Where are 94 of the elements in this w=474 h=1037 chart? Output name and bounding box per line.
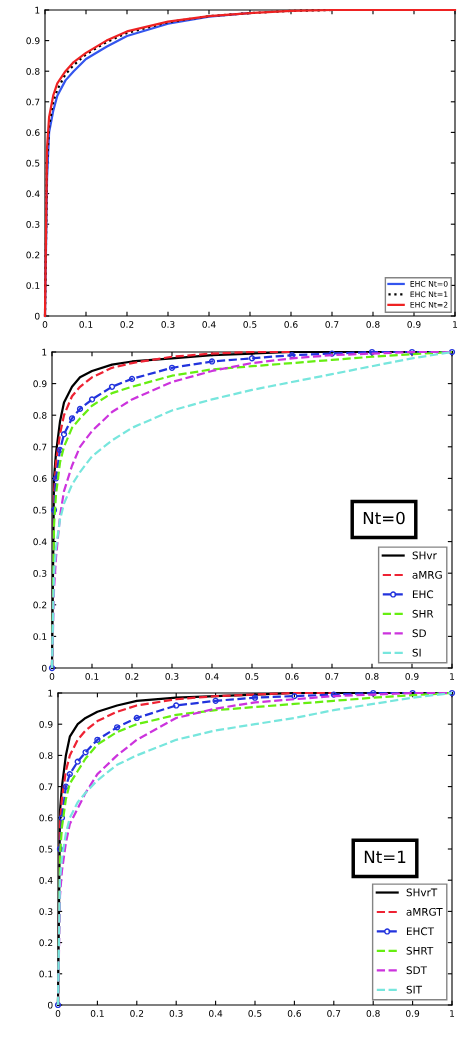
y-tick-label: 0.6 bbox=[33, 475, 47, 482]
x-tick-label: 1 bbox=[453, 321, 458, 328]
x-tick-label: 0.5 bbox=[245, 673, 259, 680]
point bbox=[68, 415, 76, 422]
y-tick-label: 0.9 bbox=[33, 380, 47, 388]
legend-label: SHRT bbox=[406, 946, 434, 955]
point bbox=[74, 758, 81, 765]
x-tick-label: 0.4 bbox=[209, 1010, 223, 1017]
x-tick-label: 0.8 bbox=[365, 673, 379, 680]
point bbox=[133, 714, 140, 722]
y-tick-label: 0.5 bbox=[26, 159, 40, 167]
y-tick-label: 0.9 bbox=[39, 720, 53, 728]
point bbox=[173, 702, 180, 709]
point bbox=[60, 431, 68, 438]
y-tick-label: 0.1 bbox=[26, 282, 40, 289]
annotation: Nt=0 bbox=[363, 511, 405, 525]
x-tick-label: 0.7 bbox=[325, 673, 339, 680]
y-tick-label: 0.3 bbox=[39, 908, 53, 915]
y-tick-label: 0 bbox=[34, 312, 40, 320]
y-tick-label: 0 bbox=[47, 1001, 53, 1009]
y-tick-label: 0.7 bbox=[33, 443, 47, 451]
y-tick-label: 0.3 bbox=[33, 569, 47, 577]
annotation: Nt=1 bbox=[364, 850, 406, 863]
x-tick-label: 1 bbox=[450, 673, 455, 680]
x-tick-label: 0.4 bbox=[205, 673, 219, 680]
point bbox=[66, 770, 73, 778]
legend-label: SHR bbox=[412, 609, 434, 618]
x-tick-label: 0.3 bbox=[161, 321, 175, 328]
x-tick-label: 0.1 bbox=[90, 1010, 104, 1017]
x-tick-label: 0.8 bbox=[366, 1010, 380, 1017]
x-tick-label: 0.9 bbox=[407, 321, 421, 328]
x-tick-label: 0.7 bbox=[327, 1010, 341, 1017]
y-tick-label: 1 bbox=[35, 6, 40, 14]
point bbox=[76, 405, 84, 413]
x-tick-label: 0 bbox=[55, 1010, 61, 1017]
y-tick-label: 0.8 bbox=[26, 67, 40, 75]
y-tick-label: 0 bbox=[41, 664, 47, 672]
x-tick-label: 0.2 bbox=[125, 673, 139, 680]
y-tick-label: 1 bbox=[48, 689, 53, 697]
legend-label: EHC bbox=[412, 590, 434, 599]
y-tick-label: 0.2 bbox=[39, 939, 53, 947]
x-tick-label: 0.1 bbox=[79, 321, 93, 328]
x-tick-label: 0.1 bbox=[85, 673, 99, 680]
x-tick-label: 0.2 bbox=[130, 1010, 144, 1017]
x-tick-label: 0.3 bbox=[169, 1010, 183, 1017]
y-tick-label: 0.6 bbox=[26, 129, 40, 136]
x-tick-label: 0.6 bbox=[285, 673, 299, 680]
y-tick-label: 0.2 bbox=[26, 251, 40, 259]
x-tick-label: 0.8 bbox=[366, 321, 380, 328]
y-tick-label: 0.8 bbox=[39, 752, 53, 759]
y-tick-label: 0.1 bbox=[39, 970, 53, 978]
legend-label: SHvr bbox=[412, 551, 437, 560]
y-tick-label: 0.6 bbox=[39, 814, 53, 822]
point bbox=[212, 697, 219, 704]
x-tick-label: 0.5 bbox=[248, 1010, 262, 1017]
x-tick-label: 0.9 bbox=[405, 673, 419, 680]
legend-label: EHCT bbox=[406, 927, 435, 936]
x-tick-label: 0.7 bbox=[325, 321, 339, 328]
y-tick-label: 0.1 bbox=[33, 633, 47, 640]
x-tick-label: 1 bbox=[450, 1010, 455, 1017]
y-tick-label: 0.8 bbox=[33, 411, 47, 419]
y-tick-label: 0.4 bbox=[26, 190, 40, 198]
y-tick-label: 0.5 bbox=[33, 506, 47, 514]
legend-label: SDT bbox=[406, 966, 427, 975]
point bbox=[208, 358, 216, 365]
point bbox=[113, 724, 121, 731]
y-tick-label: 0.2 bbox=[33, 601, 47, 609]
y-tick-label: 0.4 bbox=[33, 538, 47, 546]
x-tick-label: 0.4 bbox=[202, 321, 216, 328]
y-tick-label: 0.4 bbox=[39, 876, 53, 884]
point bbox=[248, 355, 256, 362]
y-tick-label: 1 bbox=[42, 348, 47, 356]
legend-label: SD bbox=[412, 629, 426, 638]
legend-label: SIT bbox=[406, 985, 423, 994]
legend-label: aMRG bbox=[412, 570, 442, 579]
y-tick-label: 0.9 bbox=[26, 37, 40, 45]
legend-label: aMRGT bbox=[406, 907, 443, 916]
x-tick-label: 0.6 bbox=[284, 321, 298, 328]
y-tick-label: 0.5 bbox=[39, 845, 53, 853]
point bbox=[88, 396, 96, 403]
point bbox=[108, 383, 116, 390]
point bbox=[82, 749, 89, 756]
y-tick-label: 0.3 bbox=[26, 220, 40, 228]
x-tick-label: 0.2 bbox=[120, 321, 134, 328]
point bbox=[168, 364, 176, 371]
x-tick-label: 0.6 bbox=[287, 1010, 302, 1017]
y-tick-label: 0.7 bbox=[39, 783, 53, 791]
point bbox=[128, 375, 136, 382]
x-tick-label: 0.3 bbox=[165, 673, 179, 680]
legend-label: SHvrT bbox=[406, 888, 438, 897]
y-tick-label: 0.7 bbox=[26, 98, 40, 106]
x-tick-label: 0.9 bbox=[406, 1010, 420, 1017]
legend-label: SI bbox=[412, 648, 421, 657]
x-tick-label: 0.5 bbox=[243, 321, 257, 328]
